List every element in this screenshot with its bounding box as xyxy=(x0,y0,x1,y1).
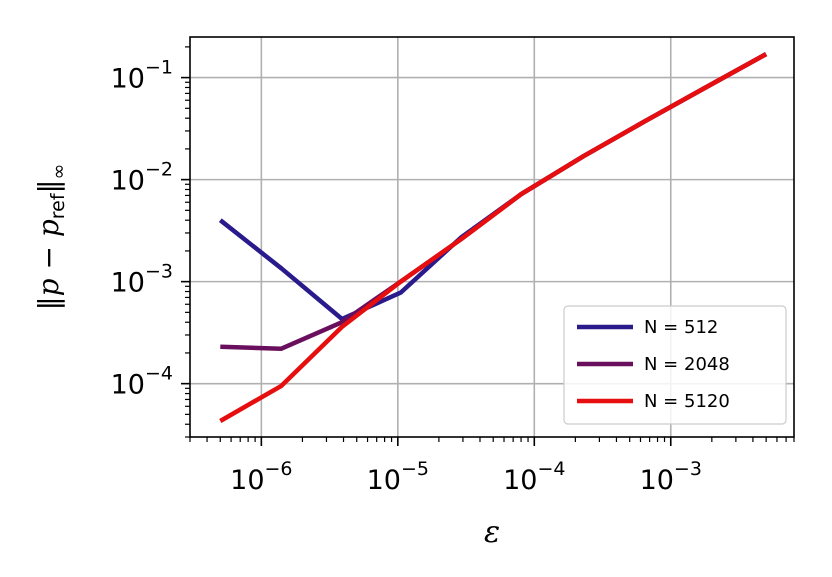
plot-frame xyxy=(189,36,795,438)
legend: N = 512 N = 2048 N = 5120 xyxy=(563,305,787,425)
x-axis-label: ε xyxy=(484,515,500,550)
grid xyxy=(190,37,794,437)
y-tick-label: 10−2 xyxy=(111,159,173,197)
x-tick-label: 10−4 xyxy=(503,458,565,496)
y-label-sub: ref xyxy=(47,192,69,219)
y-label-var: p xyxy=(32,278,65,296)
legend-label-1: N = 512 xyxy=(644,317,718,338)
x-tick-label: 10−6 xyxy=(230,458,292,496)
series-line-3 xyxy=(219,52,768,423)
series-layer xyxy=(218,52,768,423)
tick-labels: 10−6 10−5 10−4 10−3 10−4 10−3 10−2 10−1 xyxy=(111,57,702,496)
ticks xyxy=(181,46,795,446)
legend-label-3: N = 5120 xyxy=(644,391,730,412)
y-axis-label: ‖p − pref‖∞ xyxy=(32,164,70,311)
legend-box xyxy=(563,305,787,425)
y-label-norm-sub: ∞ xyxy=(48,164,70,180)
y-label-bars-open: ‖ xyxy=(32,296,65,310)
y-tick-label: 10−1 xyxy=(111,57,173,95)
y-tick-label: 10−4 xyxy=(111,363,173,401)
y-tick-label: 10−3 xyxy=(111,261,173,299)
x-tick-label: 10−5 xyxy=(367,458,429,496)
x-tick-label: 10−3 xyxy=(640,458,702,496)
legend-label-2: N = 2048 xyxy=(644,354,730,375)
y-label-sub-var: p xyxy=(32,219,65,237)
y-label-bars-close: ‖ xyxy=(32,179,65,193)
y-label-minus: − xyxy=(32,237,65,278)
